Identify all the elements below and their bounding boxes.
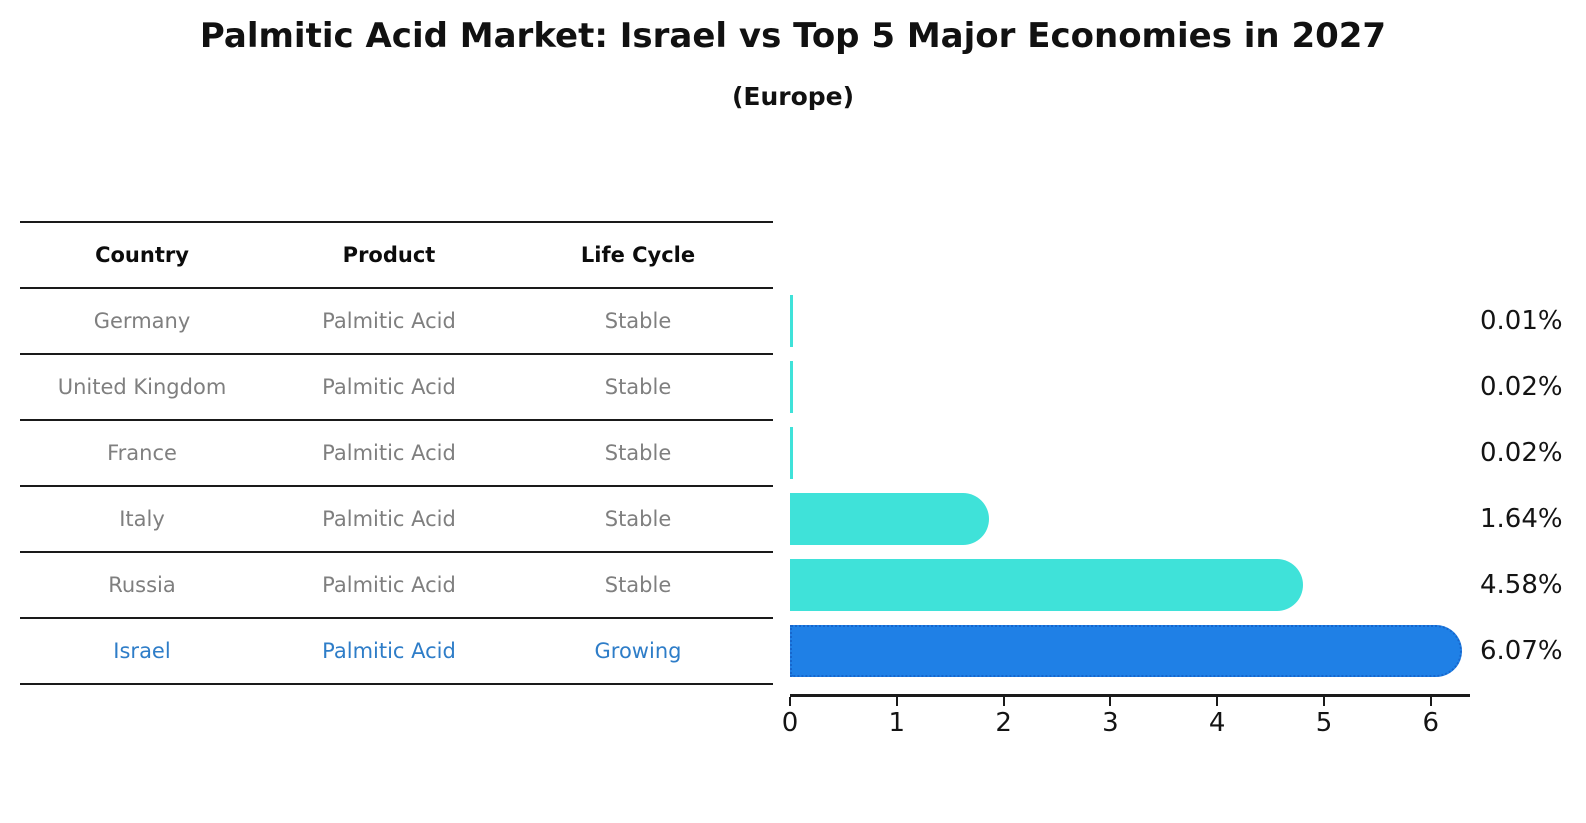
cell-life-cycle: Stable <box>604 441 672 465</box>
x-tick <box>1216 697 1219 706</box>
cell-product: Palmitic Acid <box>322 375 456 399</box>
cell-country: Germany <box>93 309 191 333</box>
cell-country: United Kingdom <box>57 375 227 399</box>
cell-product: Palmitic Acid <box>322 573 456 597</box>
cell-product: Palmitic Acid <box>322 639 456 663</box>
cell-country: France <box>107 441 177 465</box>
table-divider <box>20 419 773 421</box>
bar-united-kingdom <box>790 361 793 413</box>
x-tick-label: 4 <box>1208 708 1226 738</box>
x-tick-label: 3 <box>1102 708 1119 738</box>
x-tick <box>1429 697 1432 706</box>
column-header-life-cycle: Life Cycle <box>580 243 696 267</box>
table-divider <box>20 617 773 619</box>
cell-product: Palmitic Acid <box>322 309 456 333</box>
column-header-product: Product <box>342 243 436 267</box>
table-divider <box>20 551 773 553</box>
cell-life-cycle: Stable <box>604 309 672 333</box>
x-tick <box>895 697 898 706</box>
value-label: 0.02% <box>1480 372 1563 402</box>
cell-country: Israel <box>113 639 171 663</box>
table-divider <box>20 683 773 685</box>
table-divider <box>20 485 773 487</box>
cell-life-cycle: Stable <box>604 573 672 597</box>
bar-italy <box>790 493 989 545</box>
cell-life-cycle: Stable <box>604 507 672 531</box>
value-label: 0.01% <box>1480 306 1563 336</box>
bar-france <box>790 427 793 479</box>
x-tick <box>789 697 791 706</box>
chart-title: Palmitic Acid Market: Israel vs Top 5 Ma… <box>199 16 1387 56</box>
x-tick <box>1109 697 1112 706</box>
x-tick-label: 6 <box>1422 708 1440 738</box>
cell-country: Italy <box>119 507 165 531</box>
cell-life-cycle: Growing <box>594 639 682 663</box>
table-divider <box>20 221 773 223</box>
value-label: 0.02% <box>1480 438 1563 468</box>
value-label: 1.64% <box>1480 504 1563 534</box>
value-label: 6.07% <box>1480 636 1563 666</box>
x-tick-label: 2 <box>995 708 1012 738</box>
cell-product: Palmitic Acid <box>322 441 456 465</box>
x-axis-line <box>790 694 1470 697</box>
table-divider <box>20 353 773 355</box>
value-label: 4.58% <box>1480 570 1563 600</box>
cell-product: Palmitic Acid <box>322 507 456 531</box>
x-tick <box>1002 697 1005 706</box>
bar-germany <box>790 295 793 347</box>
x-tick-label: 1 <box>888 708 906 738</box>
bar-russia <box>790 559 1303 611</box>
chart-subtitle: (Europe) <box>731 82 855 111</box>
x-tick <box>1323 697 1325 706</box>
table-divider <box>20 287 773 289</box>
x-tick-label: 5 <box>1315 708 1333 738</box>
x-tick-label: 0 <box>781 708 799 738</box>
column-header-country: Country <box>95 243 189 267</box>
cell-country: Russia <box>108 573 176 597</box>
bar-israel <box>790 625 1462 677</box>
cell-life-cycle: Stable <box>604 375 672 399</box>
